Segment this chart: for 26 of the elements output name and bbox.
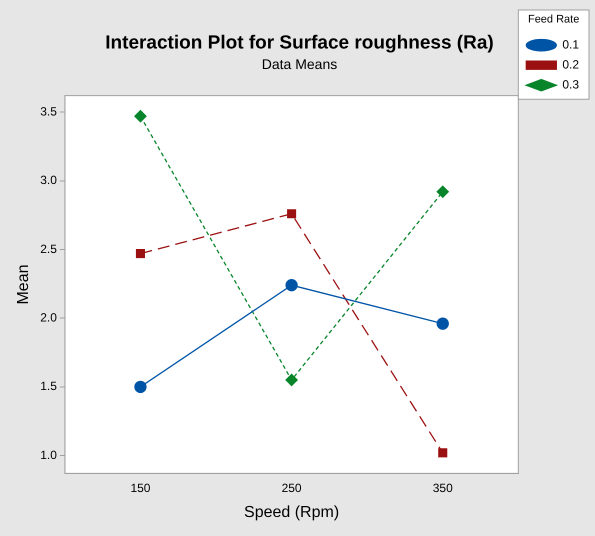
y-tick-label: 3.5 — [40, 104, 58, 118]
y-tick-label: 3.0 — [40, 173, 58, 188]
point — [287, 209, 296, 218]
legend-title: Feed Rate — [528, 14, 580, 26]
chart-title: Interaction Plot for Surface roughness (Ra) — [105, 32, 494, 54]
point — [134, 110, 147, 122]
y-tick-label: 2.5 — [40, 242, 58, 256]
x-tick-label: 350 — [432, 480, 454, 495]
y-tick-label: 1.0 — [40, 448, 58, 462]
point — [436, 318, 449, 330]
legend-label: 0.3 — [562, 78, 580, 92]
y-tick-label: 1.5 — [40, 379, 58, 394]
x-axis-title: Speed (Rpm) — [244, 504, 340, 521]
chart-subtitle: Data Means — [262, 56, 338, 72]
legend-label: 0.1 — [562, 38, 580, 52]
point — [285, 374, 298, 386]
legend-label: 0.2 — [562, 58, 580, 72]
point — [285, 279, 298, 292]
point — [436, 186, 449, 198]
point — [136, 249, 145, 258]
x-tick-label: 250 — [282, 480, 302, 495]
x-tick-label: 150 — [130, 480, 151, 495]
y-axis-title: Mean — [15, 264, 32, 305]
point — [438, 448, 448, 458]
point — [134, 380, 147, 393]
y-tick-label: 2.0 — [40, 310, 58, 324]
